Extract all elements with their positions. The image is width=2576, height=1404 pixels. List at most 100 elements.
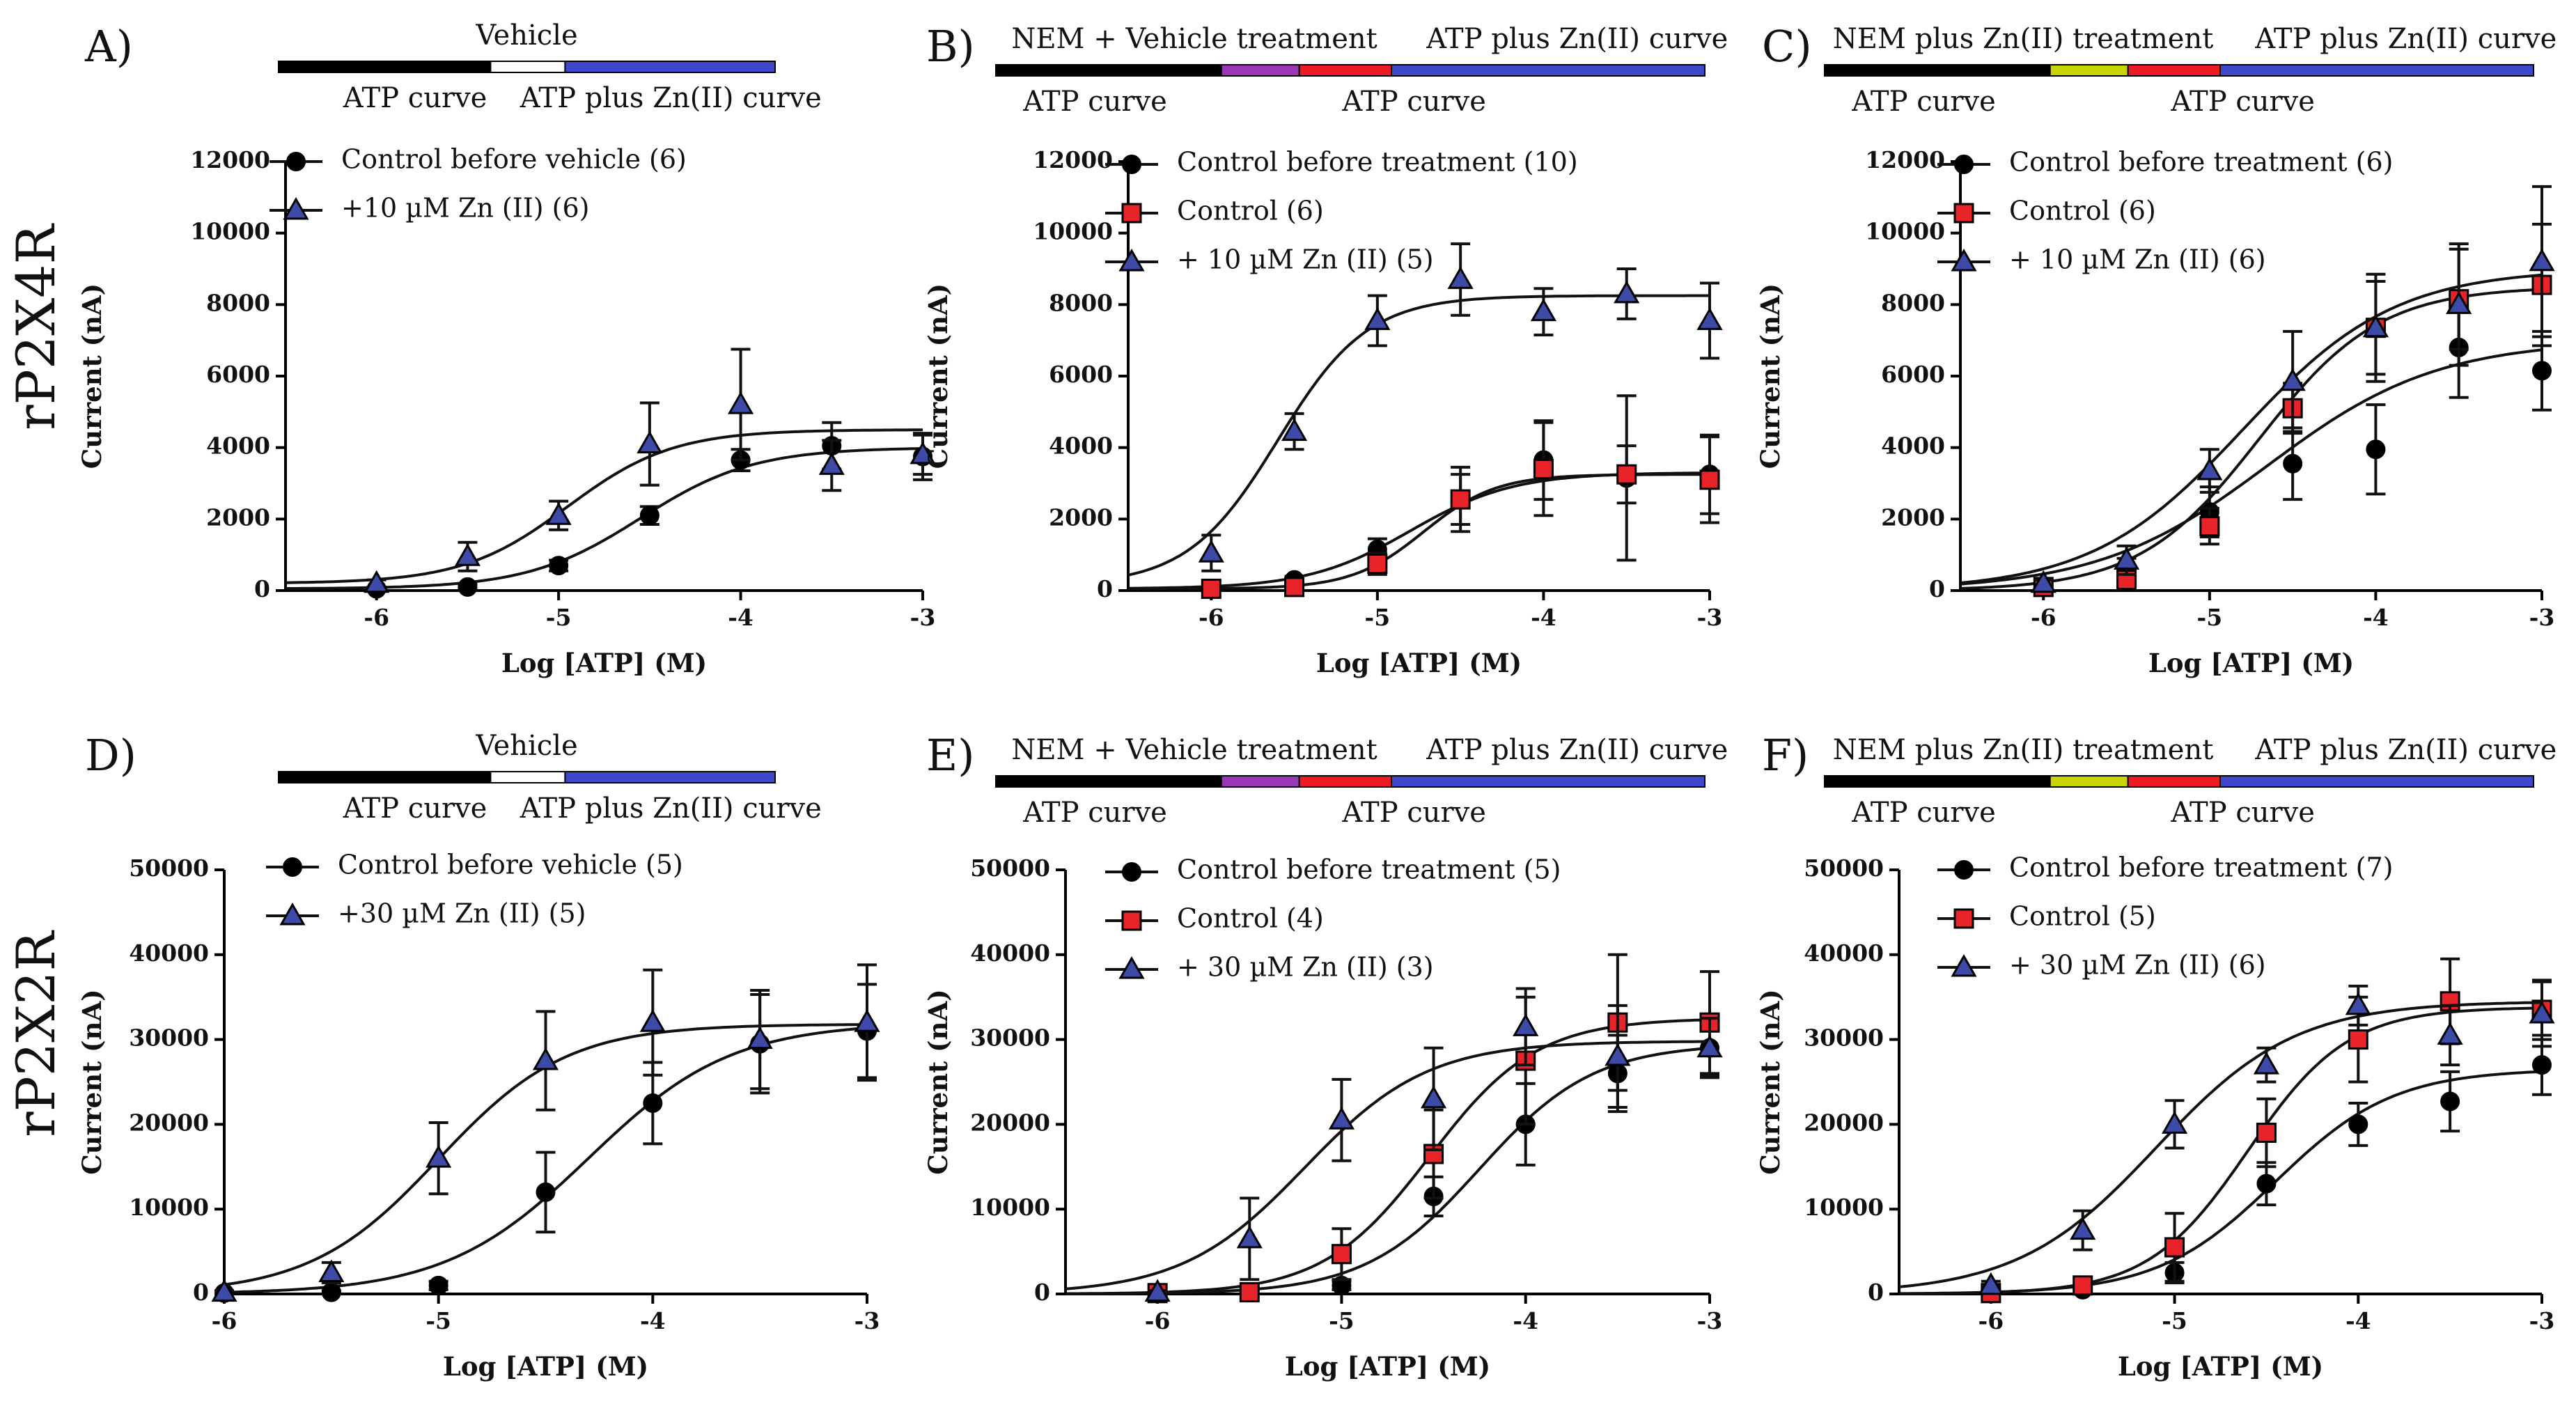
fit-curve (285, 428, 923, 584)
panels: A) Vehicle ATP curve ATP plus Zn(II) curve 0… (77, 20, 2557, 1382)
x-tick-label: -6 (1978, 1307, 2004, 1334)
data-point (1978, 1272, 2004, 1295)
panel-A: A) Vehicle ATP curve ATP plus Zn(II) curve 0… (77, 20, 936, 678)
y-tick-label: 10000 (1804, 1194, 1884, 1221)
y-tick-label: 12000 (1865, 146, 1945, 173)
data-point (1696, 307, 1723, 330)
data-point (1367, 554, 1388, 574)
legend-label: Control before vehicle (5) (338, 850, 683, 880)
legend-marker (1954, 155, 1974, 174)
data-point (854, 1009, 880, 1032)
fit-curve (285, 447, 923, 591)
x-tick-label: -6 (1199, 604, 1224, 631)
protocol-bottom-label: ATP plus Zn(II) curve (520, 82, 822, 114)
data-point (2348, 1029, 2368, 1050)
y-tick-label: 0 (1929, 575, 1945, 602)
protocol-bottom-label: ATP curve (2170, 797, 2315, 829)
y-tick-label: 6000 (1881, 361, 1945, 388)
protocol-segment-blue (2219, 64, 2534, 77)
protocol-segment-black (995, 64, 1222, 77)
data-point (2196, 458, 2223, 481)
data-point (532, 1047, 559, 1070)
series-circle (285, 421, 932, 599)
data-point (454, 543, 481, 566)
y-axis-label: Current (nA) (1755, 989, 1786, 1174)
data-point (428, 1275, 448, 1295)
x-tick-label: -3 (854, 1307, 880, 1334)
protocol-segment-black (278, 771, 492, 783)
series-triangle (211, 963, 880, 1302)
data-point (1236, 1225, 1263, 1249)
legend-label: Control before treatment (5) (1177, 855, 1561, 885)
data-point (321, 1282, 341, 1302)
data-point (1447, 266, 1474, 289)
protocol-top-label: NEM plus Zn(II) treatment (1833, 734, 2214, 766)
data-point (1284, 577, 1305, 598)
y-axis-label: Current (nA) (77, 989, 107, 1174)
fit-curve (1898, 1001, 2543, 1288)
y-tick-label: 4000 (1049, 432, 1113, 460)
protocol-segment-blue (564, 771, 776, 783)
protocol-segment-red (1298, 64, 1393, 77)
y-tick-label: 2000 (206, 504, 270, 531)
protocol-bar: NEM + Vehicle treatment ATP plus Zn(II) c… (995, 23, 1728, 118)
y-tick-label: 10000 (129, 1194, 209, 1221)
data-point (1420, 1085, 1447, 1109)
data-point (2256, 1123, 2277, 1144)
data-point (536, 1182, 556, 1202)
y-tick-label: 8000 (1881, 289, 1945, 316)
fit-curve (1960, 273, 2543, 585)
protocol-segment-purple (1220, 64, 1300, 77)
protocol-segment-red (2127, 775, 2222, 788)
legend-label: +30 µM Zn (II) (5) (338, 898, 586, 929)
y-tick-label: 8000 (206, 289, 270, 316)
data-point (1281, 418, 1308, 442)
protocol-bottom-label: ATP curve (1341, 797, 1486, 829)
data-point (2161, 1111, 2188, 1134)
protocol-segment-white (490, 771, 566, 783)
legend-marker (1118, 248, 1145, 272)
x-tick-label: -4 (728, 604, 754, 631)
x-tick-label: -5 (1365, 604, 1391, 631)
y-tick-label: 0 (254, 575, 270, 602)
y-axis-label: Current (nA) (1755, 283, 1786, 469)
y-tick-label: 30000 (970, 1024, 1050, 1052)
protocol-segment-black (1824, 775, 2051, 788)
x-tick-label: -4 (1513, 1307, 1538, 1334)
x-tick-label: -4 (1531, 604, 1556, 631)
data-point (639, 1009, 666, 1032)
y-tick-label: 8000 (1049, 289, 1113, 316)
y-tick-label: 4000 (206, 432, 270, 460)
data-point (2279, 368, 2306, 391)
legend-marker (283, 857, 302, 877)
data-point (1614, 280, 1640, 304)
row-label-bottom: rP2X2R (5, 929, 67, 1137)
protocol-bottom-label: ATP curve (1022, 86, 1167, 118)
fit-curve (1065, 1018, 1710, 1295)
data-point (458, 577, 478, 597)
protocol-segment-black (995, 775, 1222, 788)
legend: Control before vehicle (5) +30 µM Zn (II)… (266, 850, 683, 929)
protocol-segment-blue (564, 61, 776, 73)
y-tick-label: 50000 (1804, 855, 1884, 882)
protocol-bar: Vehicle ATP curve ATP plus Zn(II) curve (278, 20, 822, 114)
fit-curve (1899, 1006, 2543, 1295)
legend-marker (1122, 862, 1141, 882)
series-square (1960, 222, 2552, 598)
series-triangle (285, 348, 936, 593)
data-point (727, 391, 754, 414)
y-tick-label: 20000 (970, 1109, 1050, 1136)
legend-marker (1118, 956, 1145, 979)
y-tick-label: 40000 (1804, 939, 1884, 967)
legend: Control before treatment (7) Control (5) +… (1937, 852, 2393, 981)
data-point (643, 1093, 663, 1113)
protocol-bar: NEM plus Zn(II) treatment ATP plus Zn(II)… (1824, 734, 2557, 829)
x-tick-label: -6 (364, 604, 389, 631)
protocol-bottom-label: ATP curve (1022, 797, 1167, 829)
data-point (1364, 307, 1391, 330)
y-tick-label: 30000 (129, 1024, 209, 1052)
legend-marker (1953, 908, 1974, 929)
protocol-bottom-label: ATP plus Zn(II) curve (520, 793, 822, 825)
protocol-top-label: ATP plus Zn(II) curve (1426, 734, 1728, 766)
y-tick-label: 2000 (1049, 504, 1113, 531)
